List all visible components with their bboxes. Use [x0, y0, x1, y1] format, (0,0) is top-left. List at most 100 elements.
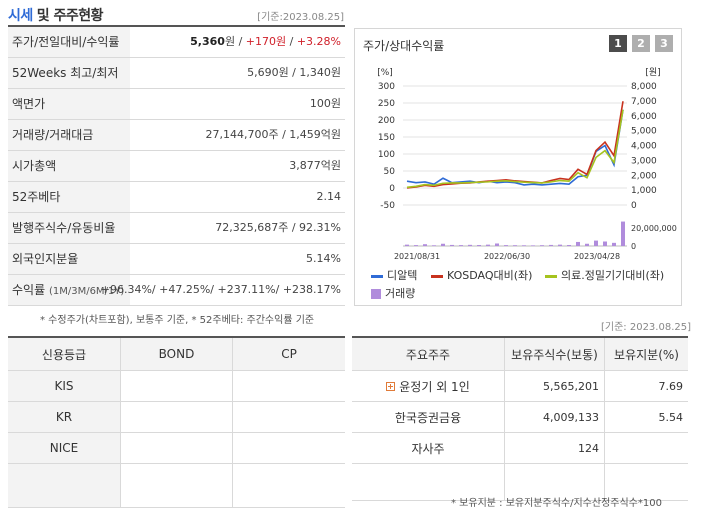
beta-label: 52주베타 [8, 182, 130, 212]
right-tick-label: 6,000 [631, 112, 657, 122]
return-label-periods: (1M/3M/6M/1Y) [48, 286, 125, 297]
legend-label: 거래량 [385, 287, 416, 300]
credit-bond [120, 433, 232, 463]
series-line-1 [406, 109, 624, 186]
chart-page-1-button[interactable]: 1 [609, 35, 627, 52]
credit-agency: NICE [8, 433, 120, 463]
section-title: 시세 및 주주현황 [8, 5, 104, 25]
top-divider [8, 25, 345, 27]
volume-bar [621, 221, 625, 246]
market-cap-label: 시가총액 [8, 151, 130, 181]
volume-bar [522, 245, 526, 246]
base-date: [기준:2023.08.25] [257, 12, 344, 23]
volume-tick-label: 20,000,000 [631, 224, 677, 233]
x-tick-label: 2022/06/30 [484, 252, 530, 261]
price-row: 주가/전일대비/수익률 5,360원 / +170원 / +3.28% [8, 27, 345, 58]
right-tick-label: 5,000 [631, 127, 657, 137]
credit-agency: KR [8, 402, 120, 432]
credit-bond [120, 402, 232, 432]
credit-cp [232, 402, 345, 432]
return-row: 수익률 (1M/3M/6M/1Y) +96.34%/ +47.25%/ +237… [8, 275, 345, 306]
table-row: KR [8, 402, 345, 433]
volume-bar [531, 245, 535, 246]
legend-item-kosdaq: KOSDAQ대비(좌) [431, 267, 532, 283]
right-axis-unit: [원] [645, 67, 660, 78]
chart-title: 주가/상대수익률 [363, 39, 445, 53]
credit-empty-cell [232, 464, 345, 507]
credit-rating-table: 신용등급 BOND CP KIS KR NICE [8, 336, 345, 508]
volume-bar [549, 244, 553, 246]
shareholder-table: 주요주주 보유주식수(보통) 보유지분(%) 윤정기 외 1인 5,565,20… [352, 336, 688, 501]
holder-shares: 5,565,201 [504, 371, 604, 401]
credit-header-bond: BOND [120, 338, 232, 370]
holder-shares: 124 [504, 433, 604, 463]
legend-label: 디알텍 [387, 269, 418, 282]
credit-cp [232, 371, 345, 401]
volume-bar [459, 245, 463, 246]
foreign-ratio-row: 외국인지분율 5.14% [8, 244, 345, 275]
volume-bar [603, 241, 607, 246]
holder-note: * 보유지분 : 보유지분주식수/지수산정주식수*100 [451, 498, 662, 509]
volume-bar [477, 245, 481, 246]
price-change: +170 [245, 35, 276, 48]
volume-tick-label: 0 [631, 242, 636, 251]
right-tick-label: 2,000 [631, 171, 657, 181]
credit-agency: KIS [8, 371, 120, 401]
price-chart: [%] [원] 300 250 200 150 100 50 0 -50 8,000 7,000 6,0… [377, 67, 677, 261]
x-tick-label: 2023/04/28 [574, 252, 620, 261]
chart-panel: 주가/상대수익률 1 2 3 [%] [원] 300 250 200 150 100 50 0 -… [354, 28, 682, 306]
price-note: * 수정주가(차트포함), 보통주 기준, * 52주베타: 주간수익률 기준 [40, 315, 315, 326]
right-tick-label: 8,000 [631, 82, 657, 92]
volume-bar [423, 244, 427, 246]
price-change-unit: 원 [276, 35, 287, 48]
market-cap-value: 3,877억원 [289, 159, 341, 172]
section-title-accent: 시세 [8, 8, 33, 24]
credit-header-cp: CP [232, 338, 345, 370]
holder-ratio [604, 433, 688, 463]
holder-header-row: 주요주주 보유주식수(보통) 보유지분(%) [352, 338, 688, 371]
credit-header-rating: 신용등급 [41, 347, 87, 362]
holder-shares: 4,009,133 [504, 402, 604, 432]
volume-bar [495, 243, 499, 246]
section-title-rest: 및 주주현황 [36, 8, 104, 24]
right-tick-label: 4,000 [631, 142, 657, 152]
volume-bar [441, 243, 445, 246]
holder-name[interactable]: 윤정기 외 1인 [352, 371, 504, 401]
volume-bar [612, 242, 616, 246]
chart-page-2-button[interactable]: 2 [632, 35, 650, 52]
volume-bar [468, 244, 472, 246]
price-info-table: 주가/전일대비/수익률 5,360원 / +170원 / +3.28% 52We… [8, 27, 345, 306]
volume-bar [504, 245, 508, 246]
table-row: 한국증권금융 4,009,133 5.54 [352, 402, 688, 433]
expand-plus-icon[interactable] [386, 381, 396, 391]
legend-line-red-icon [431, 274, 443, 278]
volume-bar [585, 243, 589, 246]
left-tick-label: 250 [378, 99, 395, 109]
holder-empty-cell [504, 464, 604, 500]
legend-line-green-icon [545, 274, 557, 278]
holder-header-shares: 보유주식수(보통) [504, 338, 604, 370]
shares-value: 72,325,687주 / 92.31% [215, 221, 341, 234]
foreign-ratio-label: 외국인지분율 [8, 244, 130, 274]
volume-row: 거래량/거래대금 27,144,700주 / 1,459억원 [8, 120, 345, 151]
return-value: +96.34%/ +47.25%/ +237.11%/ +238.17% [100, 283, 341, 296]
holder-empty-cell [604, 464, 688, 500]
holder-ratio: 7.69 [604, 371, 688, 401]
right-tick-label: 7,000 [631, 97, 657, 107]
legend-label: 의료.정밀기기대비(좌) [561, 269, 665, 282]
chart-page-3-button[interactable]: 3 [655, 35, 673, 52]
holder-ratio: 5.54 [604, 402, 688, 432]
legend-item-company: 디알텍 [371, 267, 417, 283]
left-tick-label: 0 [389, 184, 395, 194]
current-price: 5,360 [190, 35, 225, 48]
credit-empty-cell [120, 464, 232, 507]
table-row: KIS [8, 371, 345, 402]
legend-box-purple-icon [371, 289, 381, 299]
table-row[interactable]: 윤정기 외 1인 5,565,201 7.69 [352, 371, 688, 402]
volume-bar [558, 244, 562, 246]
series-line-3 [406, 109, 624, 189]
left-tick-label: 200 [378, 116, 395, 126]
table-row: NICE [8, 433, 345, 464]
week52-row: 52Weeks 최고/최저 5,690원 / 1,340원 [8, 58, 345, 89]
volume-bar [540, 245, 544, 246]
